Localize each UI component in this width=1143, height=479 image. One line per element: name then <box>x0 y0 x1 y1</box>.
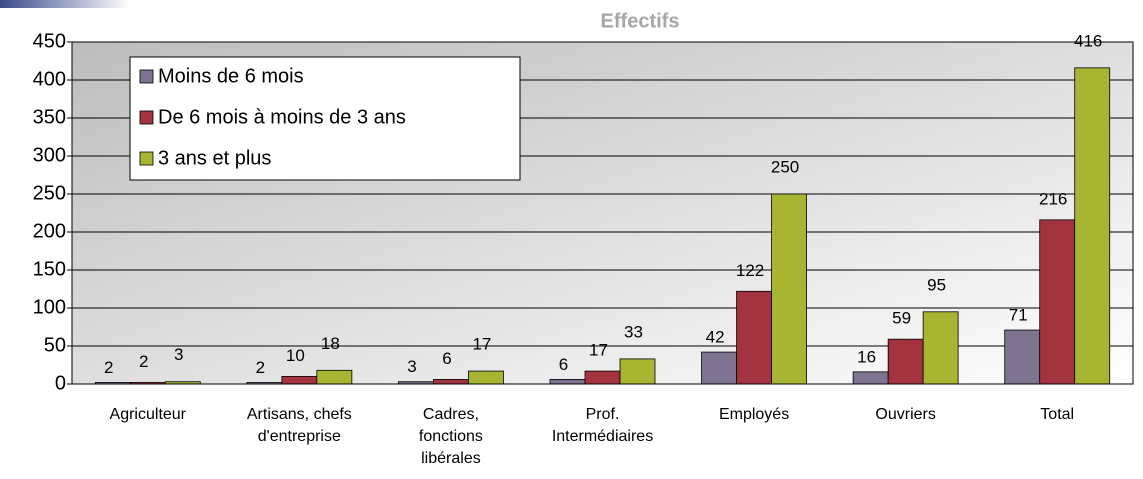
data-label: 3 <box>407 357 416 376</box>
data-label: 16 <box>857 347 876 366</box>
data-label: 250 <box>771 157 799 176</box>
bar <box>281 375 318 385</box>
y-tick-label: 200 <box>33 220 66 242</box>
y-tick-label: 350 <box>33 106 66 128</box>
decoration <box>0 0 130 8</box>
x-tick-label: Cadres, fonctions libérales <box>418 406 483 467</box>
data-label: 18 <box>321 334 340 353</box>
bar <box>771 193 807 385</box>
legend-label: De 6 mois à moins de 3 ans <box>158 106 406 128</box>
data-label: 416 <box>1074 31 1102 50</box>
data-label: 42 <box>706 328 725 347</box>
y-tick-label: 250 <box>33 182 66 204</box>
bar <box>887 338 924 385</box>
legend-label: Moins de 6 mois <box>158 65 304 87</box>
data-label: 122 <box>736 261 764 280</box>
bar <box>1074 67 1111 385</box>
bar <box>736 290 772 385</box>
bar <box>1004 329 1041 385</box>
data-label: 10 <box>286 346 305 365</box>
data-label: 2 <box>256 358 265 377</box>
data-label: 17 <box>589 341 608 360</box>
legend-label: 3 ans et plus <box>158 147 271 169</box>
data-label: 71 <box>1009 306 1028 325</box>
x-tick-label: Agriculteur <box>109 406 187 423</box>
data-label: 59 <box>892 309 911 328</box>
data-label: 6 <box>442 349 451 368</box>
bar <box>316 369 353 385</box>
y-tick-label: 50 <box>44 334 66 356</box>
data-label: 216 <box>1039 189 1067 208</box>
x-tick-label: Employés <box>718 406 790 423</box>
bar <box>619 358 656 385</box>
data-label: 95 <box>927 275 946 294</box>
bar <box>584 370 621 385</box>
y-tick-label: 150 <box>33 258 66 280</box>
y-tick-label: 0 <box>55 372 66 394</box>
bar <box>468 370 504 385</box>
legend-swatch <box>139 151 154 166</box>
data-label: 2 <box>139 352 148 371</box>
data-label: 6 <box>559 355 568 374</box>
legend-box <box>129 56 521 181</box>
data-label: 33 <box>624 322 643 341</box>
x-tick-label: Artisans, chefs d'entreprise <box>246 406 352 445</box>
bar <box>701 351 737 385</box>
y-tick-label: 450 <box>33 30 66 52</box>
y-tick-label: 300 <box>33 144 66 166</box>
y-tick-label: 100 <box>33 296 66 318</box>
legend-swatch <box>139 110 154 125</box>
legend-swatch <box>139 69 154 84</box>
x-tick-label: Prof. Intermédiaires <box>551 406 654 445</box>
data-label: 17 <box>472 335 491 354</box>
bar <box>433 379 469 385</box>
bar <box>852 371 889 385</box>
data-label: 2 <box>104 358 113 377</box>
x-tick-label: Ouvriers <box>875 406 936 423</box>
data-label: 3 <box>174 345 183 364</box>
subtitle: Effectifs <box>601 10 680 32</box>
y-tick-label: 400 <box>33 68 66 90</box>
bar <box>549 379 586 385</box>
x-tick-label: Total <box>1040 406 1075 423</box>
bar <box>922 311 959 385</box>
bar <box>1039 219 1076 385</box>
